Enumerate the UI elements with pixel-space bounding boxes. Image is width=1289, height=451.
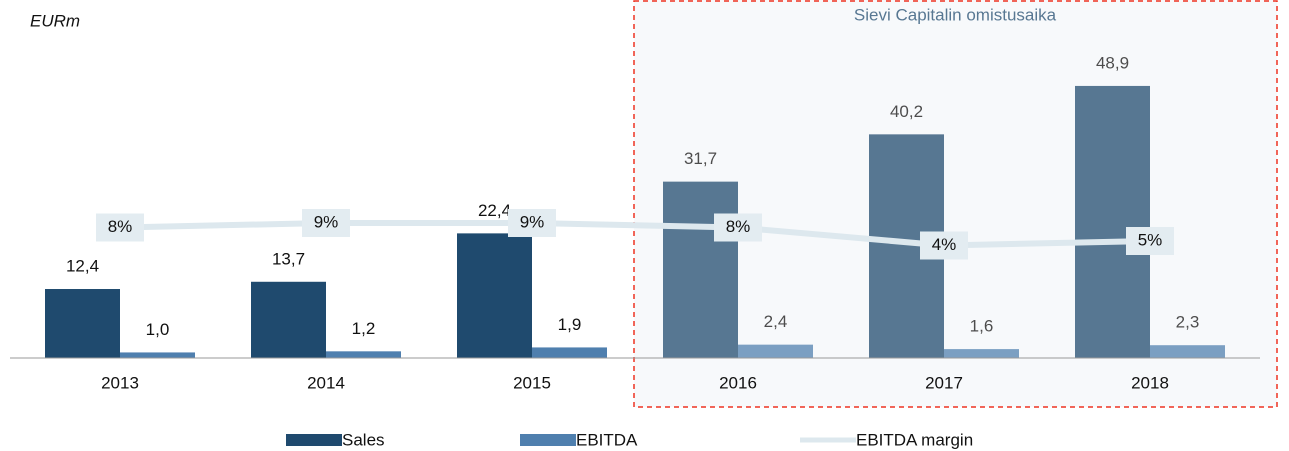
data-label: 1,9	[558, 315, 582, 334]
unit-label: EURm	[30, 11, 80, 30]
bar	[738, 344, 813, 358]
highlight-tint	[634, 0, 1277, 407]
bar	[45, 289, 120, 358]
data-label: 2,4	[764, 312, 788, 331]
data-label: 9%	[314, 212, 339, 231]
bar	[251, 281, 326, 358]
bar	[532, 347, 607, 358]
x-tick-label: 2014	[307, 373, 345, 392]
data-label: 9%	[520, 212, 545, 231]
legend-label: EBITDA	[576, 430, 638, 449]
bar	[1150, 345, 1225, 358]
bar	[326, 351, 401, 358]
data-label: 48,9	[1096, 53, 1129, 72]
label-box	[1126, 227, 1174, 255]
background-layer	[634, 0, 1277, 407]
data-label: 31,7	[684, 149, 717, 168]
data-label: 13,7	[272, 249, 305, 268]
x-tick-label: 2017	[925, 373, 963, 392]
data-label: 5%	[1138, 230, 1163, 249]
bar	[457, 233, 532, 358]
label-box	[714, 213, 762, 242]
data-label: 8%	[108, 217, 133, 236]
legend-swatch	[520, 434, 576, 446]
data-label: 1,2	[352, 319, 376, 338]
bar	[663, 181, 738, 358]
label-box	[508, 209, 556, 237]
bar	[120, 352, 195, 358]
data-label: 22,4	[478, 201, 511, 220]
highlight-region	[634, 0, 1277, 407]
label-box	[920, 231, 968, 260]
x-tick-label: 2018	[1131, 373, 1169, 392]
annotation: Sievi Capitalin omistusaika	[854, 5, 1057, 24]
highlight-border	[633, 0, 1278, 408]
data-label: 1,6	[970, 317, 994, 336]
legend-label: EBITDA margin	[856, 430, 973, 449]
data-label: 4%	[932, 235, 957, 254]
line-series	[119, 220, 1151, 249]
data-label: 8%	[726, 217, 751, 236]
label-box	[302, 209, 350, 237]
data-label: 1,0	[146, 320, 170, 339]
legend-swatch	[286, 434, 342, 446]
bar	[1075, 85, 1150, 359]
legend-label: Sales	[342, 430, 385, 449]
x-tick-label: 2016	[719, 373, 757, 392]
bar	[944, 349, 1019, 358]
x-tick-label: 2013	[101, 373, 139, 392]
data-label: 12,4	[66, 256, 99, 275]
label-box	[96, 213, 144, 242]
x-tick-label: 2015	[513, 373, 551, 392]
data-label: 2,3	[1176, 313, 1200, 332]
data-label: 40,2	[890, 102, 923, 121]
